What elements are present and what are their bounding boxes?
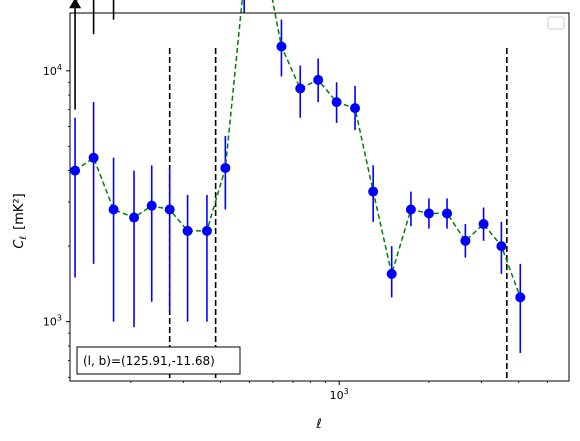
annotation-value: =(125.91,-11.68)	[111, 354, 215, 368]
x-tick-label: 103	[330, 387, 349, 402]
y-tick-label-base: 10	[43, 316, 57, 329]
y-axis-label-main: C	[12, 239, 27, 249]
annotation-frame	[76, 346, 241, 375]
data-point-circle	[386, 268, 397, 279]
data-point-circle	[331, 97, 342, 108]
data-point-circle	[201, 225, 212, 236]
data-point-circle	[350, 103, 361, 114]
data-point-triangle	[69, 0, 82, 9]
data-point-circle	[478, 219, 489, 230]
y-tick-label: 103	[43, 314, 62, 329]
y-axis-label-unit: [mK²]	[12, 193, 27, 230]
annotation-box: (l, b)=(125.91,-11.68)	[76, 346, 241, 375]
data-point-circle	[515, 292, 526, 303]
y-axis-label: Cℓ [mK²]	[12, 193, 29, 248]
y-tick-label-exp: 3	[57, 314, 62, 323]
legend-box	[547, 16, 565, 30]
x-axis-label: ℓ	[315, 417, 321, 432]
data-point-circle	[442, 208, 453, 219]
data-point-circle	[220, 162, 231, 173]
annotation-prefix: (l, b)	[83, 354, 111, 368]
data-point-circle	[313, 74, 324, 85]
data-point-circle	[423, 208, 434, 219]
data-point-circle	[405, 204, 416, 215]
series-circle	[70, 0, 526, 353]
data-point-circle	[496, 241, 507, 252]
series-layer	[69, 0, 526, 353]
y-tick-label-base: 10	[43, 65, 57, 78]
svg-text:(l, b)=(125.91,-11.68): (l, b)=(125.91,-11.68)	[83, 354, 215, 368]
y-tick-label-exp: 4	[57, 63, 62, 72]
y-axis-label-sub: ℓ	[19, 236, 29, 241]
ticks-layer: 103103104105	[43, 63, 548, 402]
plot-frame	[69, 12, 570, 382]
x-tick-label-exp: 3	[344, 387, 349, 396]
data-point-circle	[146, 200, 157, 211]
plot-background	[70, 13, 569, 381]
data-point-circle	[295, 83, 306, 94]
series-line	[74, 0, 78, 5]
svg-text:Cℓ[mK²]: Cℓ [mK²]	[12, 193, 29, 248]
data-point-circle	[88, 152, 99, 163]
data-point-circle	[70, 165, 81, 176]
data-point-circle	[182, 225, 193, 236]
data-point-circle	[108, 204, 119, 215]
data-point-circle	[129, 212, 140, 223]
data-point-circle	[368, 186, 379, 197]
data-point-circle	[276, 41, 287, 52]
legend	[547, 16, 565, 30]
data-point-circle	[460, 235, 471, 246]
y-tick-label: 104	[43, 63, 62, 78]
data-point-circle	[164, 204, 175, 215]
x-tick-label-base: 10	[330, 389, 344, 402]
